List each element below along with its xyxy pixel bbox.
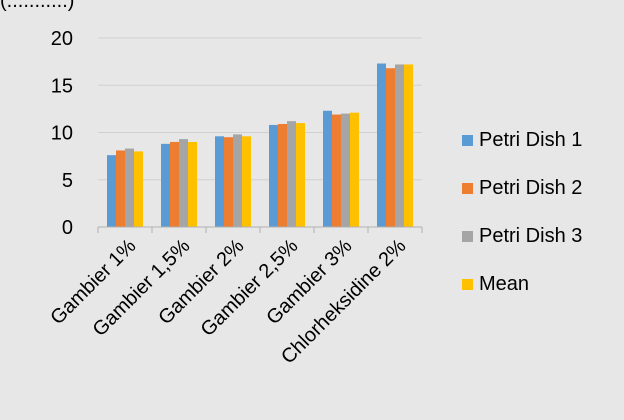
bar <box>377 63 386 227</box>
legend-item: Petri Dish 2 <box>462 176 582 200</box>
legend-swatch <box>462 230 473 242</box>
bar <box>233 134 242 227</box>
bar <box>332 114 341 227</box>
legend-item: Petri Dish 1 <box>462 128 582 152</box>
bar <box>287 121 296 227</box>
bar <box>350 112 359 227</box>
legend: Petri Dish 1 Petri Dish 2 Petri Dish 3 Mean <box>462 128 582 320</box>
legend-swatch <box>462 182 473 194</box>
bars-layer <box>107 63 413 228</box>
bar <box>296 123 305 227</box>
bar <box>386 68 395 228</box>
y-tick-label: 10 <box>51 123 73 145</box>
bar <box>341 113 350 227</box>
bar <box>188 141 197 227</box>
y-tick-label: 15 <box>51 75 73 97</box>
bar <box>116 150 125 227</box>
bar <box>170 141 179 227</box>
bar <box>224 137 233 227</box>
bar <box>323 110 332 227</box>
legend-swatch <box>462 278 473 290</box>
legend-label: Petri Dish 1 <box>479 128 583 151</box>
bar <box>242 136 251 227</box>
grid-layer <box>98 37 422 181</box>
axes-layer <box>97 226 423 233</box>
bar <box>107 155 116 227</box>
legend-label: Mean <box>479 272 530 295</box>
bar <box>404 64 413 228</box>
truncated-header-text: (...........) <box>0 0 75 12</box>
legend-item: Petri Dish 3 <box>462 224 582 248</box>
legend-item: Mean <box>462 272 582 296</box>
bar <box>179 139 188 227</box>
legend-label: Petri Dish 3 <box>479 224 583 247</box>
legend-label: Petri Dish 2 <box>479 176 583 199</box>
y-tick-label: 5 <box>62 170 73 192</box>
bar <box>278 123 287 227</box>
bar <box>134 151 143 227</box>
bar <box>395 64 404 228</box>
legend-swatch <box>462 134 473 146</box>
bar <box>161 143 170 227</box>
bar <box>125 148 134 227</box>
bar <box>269 124 278 227</box>
bar <box>215 136 224 227</box>
y-tick-label: 0 <box>62 217 73 239</box>
y-tick-label: 20 <box>51 28 73 50</box>
